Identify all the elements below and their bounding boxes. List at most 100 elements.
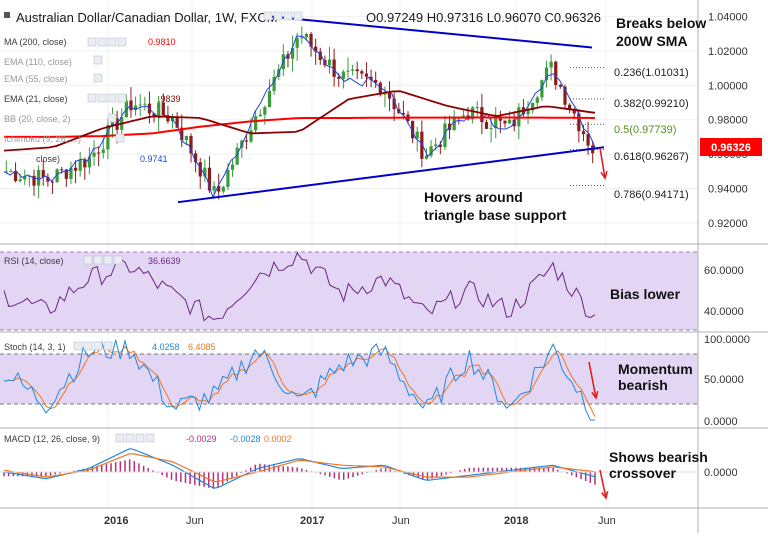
candle-body [78,159,82,171]
candle-body [143,103,147,105]
legend-control-icon[interactable] [87,93,97,103]
legend-control-icon[interactable] [135,433,145,443]
legend-control-icon[interactable] [93,341,103,351]
candle-body [258,114,262,117]
candle-body [193,153,198,163]
legend-control-icon[interactable] [73,341,83,351]
legend-control-icon[interactable] [93,255,103,265]
candle-body [374,79,378,83]
legend-control-icon[interactable] [117,37,127,47]
triangle-lower-trendline [177,146,605,204]
candle-body [133,105,138,111]
candle-body [424,155,429,159]
candle-body [341,71,345,79]
candle-body [581,131,586,135]
candle-body [558,84,562,87]
fib-05-label: 0.5(0.97739) [614,124,676,136]
arrow-head [601,491,609,500]
legend-control-icon[interactable] [113,255,123,265]
price-tick: 1.02000 [708,46,748,58]
candle-body [503,120,507,124]
legend-control-icon[interactable] [115,433,125,443]
ema55-label: EMA (55, close) [4,74,68,84]
candle-body [272,76,276,91]
candle-body [203,167,207,177]
legend-control-icon[interactable] [145,433,155,443]
ema21-line [3,90,596,152]
hovers-note-line1: Hovers around [424,189,523,205]
candle-body [290,47,295,59]
candle-body [230,164,235,170]
legend-control-icon[interactable] [93,55,103,65]
candle-body [286,54,290,59]
legend-control-icon[interactable] [103,341,113,351]
legend-icons [73,11,303,443]
rsi-tick-60: 60.0000 [704,265,744,277]
momentum-note-line1: Momentum [618,361,693,377]
collapse-icon[interactable] [4,12,10,18]
candle-body [494,118,498,129]
indicator-legend: MA (200, close) 0.9810 EMA (110, close) … [4,11,303,443]
candle-body [189,136,193,154]
candle-body [244,140,249,142]
legend-control-icon[interactable] [83,341,93,351]
candle-body [129,100,133,111]
candle-body [27,175,32,177]
candle-body [420,131,424,159]
legend-control-icon[interactable] [293,11,303,21]
legend-control-icon[interactable] [107,37,117,47]
legend-control-icon[interactable] [87,37,97,47]
candle-body [387,91,392,99]
legend-control-icon[interactable] [103,255,113,265]
legend-control-icon[interactable] [263,11,273,21]
candle-body [304,33,309,38]
candle-body [175,116,179,128]
candle-body [378,82,382,95]
candle-body [443,123,447,147]
candle-body [83,159,87,168]
stoch-d-line [3,345,596,417]
rsi-tick-40: 40.0000 [704,306,744,318]
legend-control-icon[interactable] [107,113,117,123]
candle-body [429,146,433,156]
breaks-note-line2: 200W SMA [616,33,688,49]
candle-body [23,176,27,180]
momentum-note-line2: bearish [618,377,668,393]
candle-body [4,171,8,173]
legend-control-icon[interactable] [273,11,283,21]
ema110-label: EMA (110, close) [4,57,72,67]
legend-control-icon[interactable] [117,93,127,103]
legend-control-icon[interactable] [115,133,125,143]
macd-signal-line [3,453,596,483]
ma200-line [4,116,596,138]
legend-control-icon[interactable] [83,255,93,265]
candle-body [198,162,202,177]
time-label-jun-2016: Jun [186,515,204,527]
candle-body [221,186,225,192]
candle-body [124,100,128,118]
candle-body [471,107,475,120]
legend-control-icon[interactable] [97,93,107,103]
legend-control-icon[interactable] [93,73,103,83]
legend-control-icon[interactable] [107,93,117,103]
candle-body [540,80,544,98]
candle-body [586,134,590,146]
price-tick: 1.00000 [708,80,748,92]
candle-body [507,119,512,124]
stoch-tick-0: 0.0000 [704,416,738,428]
legend-control-icon[interactable] [125,433,135,443]
candle-body [249,130,253,142]
candle-body [37,170,41,186]
candle-body [332,59,336,77]
candle-body [438,144,442,147]
rsi-label: RSI (14, close) [4,256,64,266]
price-axis: 1.040001.020001.000000.980000.960000.940… [708,12,748,230]
stoch-label: Stoch (14, 3, 1) [4,342,66,352]
legend-control-icon[interactable] [97,37,107,47]
stoch-k-line [3,338,595,421]
breaks-note-line1: Breaks below [616,15,706,31]
macd-note-line2: crossover [609,465,676,481]
arrow-shaft [588,361,597,399]
candle-body [97,152,101,154]
legend-control-icon[interactable] [283,11,293,21]
